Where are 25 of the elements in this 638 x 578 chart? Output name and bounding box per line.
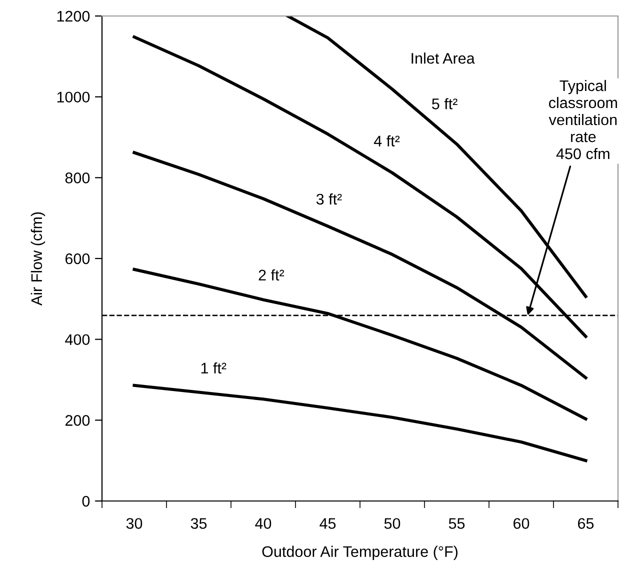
x-tick-label: 60 <box>514 518 530 529</box>
y-tick-label: 0 <box>82 496 90 507</box>
x-tick-label: 40 <box>255 518 272 529</box>
y-tick-label: 1000 <box>57 92 90 103</box>
y-tick-label: 400 <box>65 334 90 346</box>
x-tick-label: 55 <box>448 518 465 529</box>
y-tick-label: 600 <box>65 253 90 264</box>
line-series <box>132 384 588 462</box>
x-tick-label: 30 <box>126 518 142 529</box>
x-axis-title: Outdoor Air Temperature (°F) <box>262 546 458 560</box>
x-tick-label: 50 <box>384 518 400 529</box>
x-tick-label: 35 <box>190 518 207 529</box>
x-tick-label: 65 <box>578 518 594 529</box>
y-tick-label: 1200 <box>57 10 90 22</box>
series-label: 3 ft² <box>316 193 342 205</box>
series-label: 5 ft² <box>432 98 458 110</box>
x-tick-label: 45 <box>320 518 336 529</box>
y-tick-label: 200 <box>65 415 90 426</box>
annotation: Typical classroom ventilation rate 450 cfm <box>548 80 617 160</box>
y-axis-title: Air Flow (cfm) <box>30 212 46 306</box>
annotation: Inlet Area <box>412 52 475 64</box>
series-label: 1 ft² <box>201 362 226 374</box>
series-label: 4 ft² <box>374 135 400 146</box>
series-label: 2 ft² <box>258 269 284 281</box>
y-tick-label: 800 <box>65 172 90 184</box>
